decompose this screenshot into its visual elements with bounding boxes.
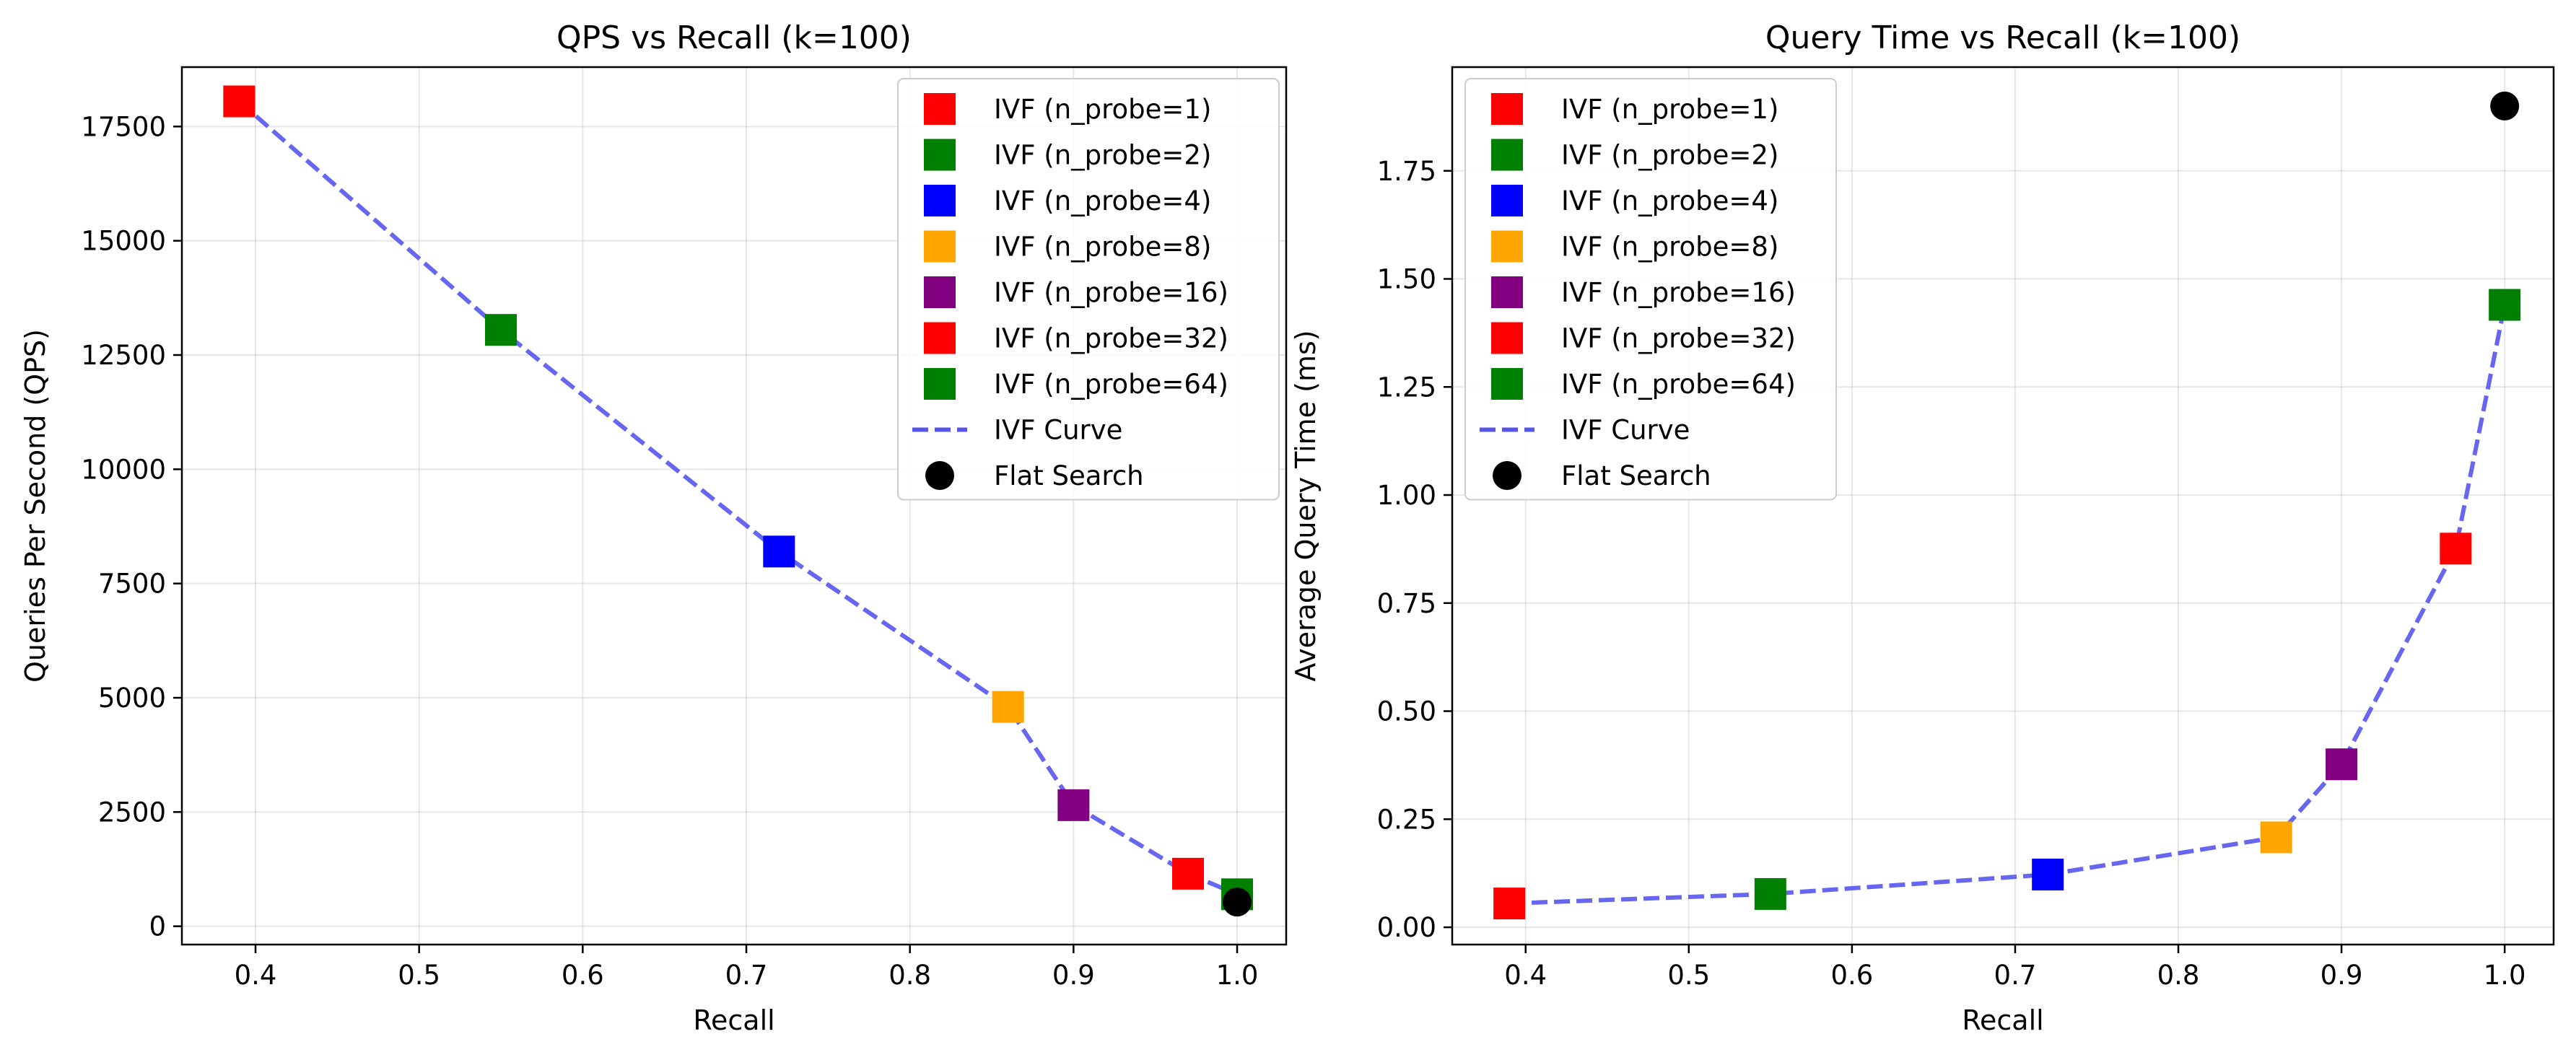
- qps-legend-label: IVF (n_probe=16): [994, 277, 1228, 308]
- query-time-point-ivf-n-probe-16: [2326, 748, 2358, 781]
- query-time-point-ivf-n-probe-64: [2489, 289, 2521, 321]
- qps-legend-swatch-ivf-n-probe-4: [924, 185, 956, 216]
- qps-x-tick-label: 0.6: [562, 960, 604, 991]
- query-time-x-tick-label: 0.9: [2320, 960, 2363, 991]
- query-time-chart-plot-frame: [1451, 66, 2555, 946]
- qps-chart-plot-frame: [180, 66, 1288, 946]
- qps-x-tick-label: 0.4: [235, 960, 277, 991]
- qps-x-tick-label: 0.8: [888, 960, 931, 991]
- qps-legend-swatch-flat-search: [925, 461, 954, 490]
- query-time-legend-swatch-ivf-n-probe-1: [1491, 93, 1523, 125]
- query-time-y-tick-label: 1.75: [1377, 156, 1436, 187]
- query-time-y-tick-label: 0.00: [1377, 912, 1436, 943]
- qps-y-tick-label: 0: [149, 911, 166, 942]
- query-time-legend-swatch-ivf-n-probe-32: [1491, 322, 1523, 354]
- query-time-legend-swatch-ivf-n-probe-64: [1491, 368, 1523, 400]
- qps-legend-swatch-ivf-n-probe-8: [924, 230, 956, 263]
- qps-x-tick-label: 0.9: [1052, 960, 1095, 991]
- query-time-y-tick-label: 0.50: [1377, 696, 1436, 727]
- query-time-legend-label: IVF (n_probe=2): [1561, 140, 1778, 171]
- qps-point-ivf-n-probe-16: [1057, 789, 1090, 821]
- qps-point-ivf-n-probe-8: [992, 691, 1024, 723]
- query-time-legend-label: IVF (n_probe=4): [1561, 185, 1778, 216]
- query-time-x-tick-label: 0.8: [2157, 960, 2200, 991]
- qps-legend-label: IVF (n_probe=4): [994, 185, 1211, 216]
- qps-legend-box: [897, 78, 1280, 501]
- query-time-legend-label: Flat Search: [1561, 460, 1711, 491]
- qps-y-tick-label: 2500: [98, 797, 166, 828]
- qps-legend-label: IVF (n_probe=1): [994, 94, 1211, 125]
- query-time-point-ivf-n-probe-2: [1754, 877, 1786, 910]
- qps-legend-label: Flat Search: [994, 460, 1144, 491]
- qps-legend-swatch-ivf-n-probe-1: [924, 93, 956, 125]
- query-time-point-ivf-n-probe-1: [1493, 888, 1526, 920]
- qps-chart-y-axis-label: Queries Per Second (QPS): [19, 329, 51, 683]
- qps-y-tick-label: 12500: [81, 340, 166, 371]
- query-time-legend-label: IVF Curve: [1561, 415, 1690, 446]
- qps-legend-swatch-ivf-n-probe-16: [924, 276, 956, 308]
- qps-legend-swatch-ivf-n-probe-64: [924, 368, 956, 400]
- query-time-x-tick-label: 0.4: [1504, 960, 1547, 991]
- qps-legend-label: IVF (n_probe=64): [994, 369, 1228, 400]
- query-time-point-ivf-n-probe-32: [2440, 533, 2472, 565]
- query-time-legend-swatch-ivf-n-probe-16: [1491, 276, 1523, 308]
- qps-chart-legend: IVF (n_probe=1) IVF (n_probe=2) IVF (n_pro…: [897, 78, 1280, 501]
- query-time-legend-swatch-ivf-n-probe-2: [1491, 139, 1523, 171]
- qps-x-tick-label: 0.5: [398, 960, 440, 991]
- qps-legend-swatch-ivf-n-probe-32: [924, 322, 956, 354]
- qps-point-ivf-n-probe-2: [485, 314, 517, 346]
- qps-vs-recall-chart: 0.4 0.5 0.6 0.7 0.8 0.9 1.0 0 2500 5000 7500 10000 1…: [19, 19, 1288, 1036]
- query-time-y-tick-label: 0.75: [1377, 588, 1436, 619]
- query-time-x-tick-label: 1.0: [2484, 960, 2526, 991]
- qps-chart-x-axis-label: Recall: [693, 1004, 774, 1036]
- query-time-chart-title: Query Time vs Recall (k=100): [1765, 19, 2240, 56]
- query-time-point-ivf-n-probe-8: [2260, 821, 2292, 854]
- query-time-legend-label: IVF (n_probe=8): [1561, 232, 1778, 263]
- qps-chart-title: QPS vs Recall (k=100): [556, 19, 912, 56]
- query-time-legend-label: IVF (n_probe=32): [1561, 323, 1796, 354]
- qps-point-flat-search: [1223, 888, 1252, 917]
- qps-y-tick-label: 15000: [81, 226, 166, 257]
- qps-y-tick-label: 17500: [81, 111, 166, 142]
- query-time-point-flat-search: [2490, 91, 2520, 121]
- qps-y-tick-label: 10000: [81, 454, 166, 485]
- query-time-x-tick-label: 0.5: [1667, 960, 1710, 991]
- qps-y-tick-label: 7500: [98, 569, 166, 600]
- qps-legend-label: IVF (n_probe=8): [994, 232, 1211, 263]
- qps-legend-label: IVF (n_probe=32): [994, 323, 1228, 354]
- query-time-y-tick-label: 1.50: [1377, 264, 1436, 295]
- qps-x-tick-label: 0.7: [725, 960, 768, 991]
- query-time-chart-x-axis-label: Recall: [1962, 1004, 2043, 1036]
- qps-point-ivf-n-probe-32: [1172, 857, 1204, 890]
- query-time-legend-label: IVF (n_probe=64): [1561, 369, 1796, 400]
- query-time-chart-legend: IVF (n_probe=1) IVF (n_probe=2) IVF (n_pro…: [1464, 78, 1837, 501]
- qps-legend-label: IVF (n_probe=2): [994, 140, 1211, 171]
- qps-x-tick-label: 1.0: [1216, 960, 1259, 991]
- qps-legend-swatch-ivf-n-probe-2: [924, 139, 956, 171]
- query-time-legend-swatch-flat-search: [1493, 461, 1521, 490]
- query-time-point-ivf-n-probe-4: [2032, 858, 2064, 890]
- qps-point-ivf-n-probe-4: [763, 535, 795, 568]
- qps-point-ivf-n-probe-1: [223, 85, 256, 118]
- query-time-chart-ticks: 0.4 0.5 0.6 0.7 0.8 0.9 1.0 0.00 0.25 0.50 0.75 1.0…: [1377, 156, 2526, 991]
- query-time-chart-y-axis-label: Average Query Time (ms): [1290, 330, 1322, 681]
- query-time-x-tick-label: 0.7: [1994, 960, 2037, 991]
- query-time-chart-marker-layer: [1493, 91, 2521, 920]
- query-time-legend-label: IVF (n_probe=1): [1561, 94, 1778, 125]
- qps-y-tick-label: 5000: [98, 683, 166, 714]
- query-time-y-tick-label: 1.25: [1377, 372, 1436, 403]
- query-time-x-tick-label: 0.6: [1830, 960, 1873, 991]
- query-time-legend-box: [1464, 78, 1837, 501]
- query-time-legend-swatch-ivf-n-probe-8: [1491, 230, 1523, 263]
- query-time-legend-swatch-ivf-n-probe-4: [1491, 185, 1523, 216]
- qps-chart-marker-layer: [223, 85, 1253, 917]
- query-time-legend-label: IVF (n_probe=16): [1561, 277, 1796, 308]
- qps-legend-label: IVF Curve: [994, 415, 1122, 446]
- query-time-y-tick-label: 0.25: [1377, 804, 1436, 835]
- query-time-y-tick-label: 1.00: [1377, 480, 1436, 511]
- query-time-vs-recall-chart: 0.4 0.5 0.6 0.7 0.8 0.9 1.0 0.00 0.25 0.50 0.75 1.0…: [1290, 19, 2555, 1036]
- qps-chart-ticks: 0.4 0.5 0.6 0.7 0.8 0.9 1.0 0 2500 5000 7500 10000 1…: [81, 111, 1258, 991]
